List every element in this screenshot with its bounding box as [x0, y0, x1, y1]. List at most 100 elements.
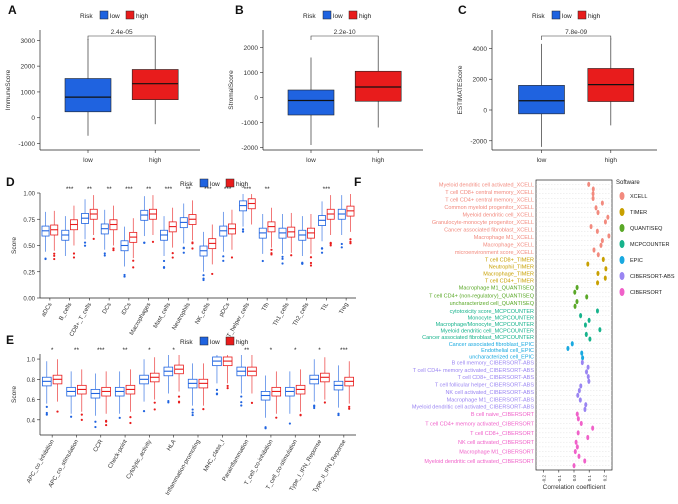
panel-f-row-label: Macrophage M1_QUANTISEQ [459, 285, 535, 291]
panel-e-x-tick-label: Check-point [108, 439, 129, 470]
panel-d-significance: ** [265, 186, 271, 193]
panel-d-y-tick-label: 1.00 [23, 192, 35, 198]
panel-e-outlier [177, 400, 181, 403]
panel-d-outlier [329, 242, 332, 245]
panel-f-point-epic [566, 345, 570, 352]
panel-d-x-tick-label: T_helper_cells [226, 302, 251, 339]
panel-b-y-tick-label: -2000 [241, 145, 258, 152]
panel-f-row-label: Cancer associated fibroblast_EPIC [449, 342, 534, 348]
panel-a-pvalue: 2.4e-05 [111, 29, 133, 36]
panel-f-point-mcpcounter [587, 317, 591, 323]
panel-d-outlier [281, 262, 284, 265]
panel-f-row-label: T cell CD8+ central memory_XCELL [445, 190, 534, 196]
panel-d-legend-high-swatch [225, 178, 235, 188]
panel-e-significance: ** [123, 347, 129, 354]
panel-e-outlier [313, 405, 316, 408]
panel-d-outlier [191, 247, 194, 250]
panel-f-legend-label: CIBERSORT [630, 290, 663, 296]
panel-d-outlier [171, 256, 174, 259]
panel-d-outlier [309, 264, 313, 267]
panel-f-point-cibersort-abs [587, 378, 591, 384]
panel-f-point-xcell [591, 195, 595, 202]
panel-a-y-tick-label: -1000 [18, 141, 35, 148]
panel-f-row-label: T cell CD8+_TIMER [485, 257, 534, 263]
panel-b-legend-low-swatch [322, 10, 332, 20]
panel-f-point-cibersort-abs [586, 373, 590, 380]
panel-f-row-label: Macrophage M1_CIBERSORT [459, 450, 534, 456]
panel-d-x-tick-label: iDCs [121, 302, 133, 316]
panel-e-outlier [226, 384, 229, 388]
panel-d-outlier [290, 254, 293, 257]
panel-d-significance: *** [224, 186, 232, 193]
panel-a-y-tick-label: 0 [31, 115, 35, 122]
panel-c-y-tick-label: 2000 [473, 77, 488, 84]
panel-d-outlier [123, 275, 126, 278]
panel-e-outlier [45, 405, 48, 408]
panel-e-x-tick-label: Cytolytic_activity [126, 439, 153, 480]
panel-f-point-cibersort [576, 430, 580, 436]
panel-d-outlier [162, 266, 166, 269]
panel-d-significance: ** [186, 186, 192, 193]
panel-f-point-cibersort-abs [585, 369, 589, 375]
panel-d-significance: *** [244, 186, 252, 193]
panel-f-legend-swatch [619, 288, 625, 296]
panel-e-outlier [45, 413, 48, 416]
panel-f-legend-title: Software [616, 180, 640, 186]
panel-d-outlier [270, 252, 273, 255]
panel-d-outlier [281, 257, 284, 260]
panel-d-outlier [72, 256, 76, 259]
panel-f-row-label: T cell CD8+_CIBERSORT [470, 431, 534, 437]
panel-f-point-cibersort-abs [579, 383, 583, 389]
panel-e-significance: * [270, 347, 273, 354]
panel-d-x-tick-label: Tfh [261, 302, 271, 313]
panel-f-row-label: Cancer associated fibroblast_MCPCOUNTER [422, 335, 534, 341]
panel-e-significance: * [318, 347, 321, 354]
panel-f-row-label: T cell CD4+ (non-regulatory)_QUANTISEQ [429, 293, 535, 299]
panel-f-row-label: uncharacterized cell_EPIC [469, 354, 534, 360]
panel-f-point-cibersort [576, 416, 580, 422]
panel-b-y-tick-label: 1000 [244, 70, 259, 77]
panel-e-y-tick-label: 0.4 [27, 418, 36, 424]
panel-d-y-tick-label: 0.00 [23, 297, 35, 303]
panel-f-point-cibersort-abs [577, 388, 581, 394]
panel-d-outlier [270, 248, 273, 251]
panel-f-x-tick-label: 0.0 [572, 475, 577, 482]
panel-e-outlier [275, 416, 278, 419]
panel-f-point-cibersort [583, 458, 587, 464]
panel-f-point-xcell [596, 252, 600, 258]
panel-f-point-cibersort [575, 444, 579, 450]
panel-d-outlier [132, 266, 135, 269]
panel-d-x-tick-label: TIL [321, 301, 331, 312]
panel-f-row-label: B cell naive_CIBERSORT [471, 412, 535, 418]
panel-d-outlier [320, 251, 324, 254]
panel-f-legend-label: EPIC [630, 258, 643, 264]
panel-f-row-label: microenvironment score_XCELL [455, 250, 534, 256]
panel-d-outlier [132, 259, 135, 262]
panel-d-outlier [191, 242, 194, 245]
panel-e-outlier [56, 410, 59, 413]
panel-c-y-label: ESTIMATEScore [457, 65, 464, 114]
panel-c-pvalue-bracket [541, 35, 612, 40]
panel-f-legend-swatch [619, 256, 625, 264]
panel-a-legend-low-label: low [110, 13, 120, 20]
panel-f-row-label: T cell CD8+_CIBERSORT-ABS [458, 375, 535, 381]
panel-d-legend-title: Risk [180, 181, 193, 188]
panel-e-legend-high-label: high [236, 339, 249, 346]
panel-d-outlier [143, 241, 146, 244]
panel-d-x-tick-label: NK_cells [195, 302, 212, 326]
panel-e-outlier [80, 413, 83, 416]
panel-f-point-quantiseq [575, 298, 579, 305]
panel-e-outlier [94, 420, 97, 423]
panel-b-y-tick-label: 0 [254, 95, 258, 102]
panel-f-row-label: Macrophage_XCELL [483, 242, 534, 248]
panel-d-outlier [211, 272, 214, 276]
panel-d-outlier [320, 247, 324, 250]
panel-d-y-label: Score [11, 237, 18, 254]
panel-c-y-tick-label: 0 [483, 108, 487, 115]
panel-f-point-cibersort [577, 453, 581, 459]
panel-d-outlier [112, 249, 115, 252]
panel-e-outlier [348, 405, 351, 408]
panel-e-outlier [215, 388, 219, 391]
panel-f-point-xcell [600, 200, 604, 206]
